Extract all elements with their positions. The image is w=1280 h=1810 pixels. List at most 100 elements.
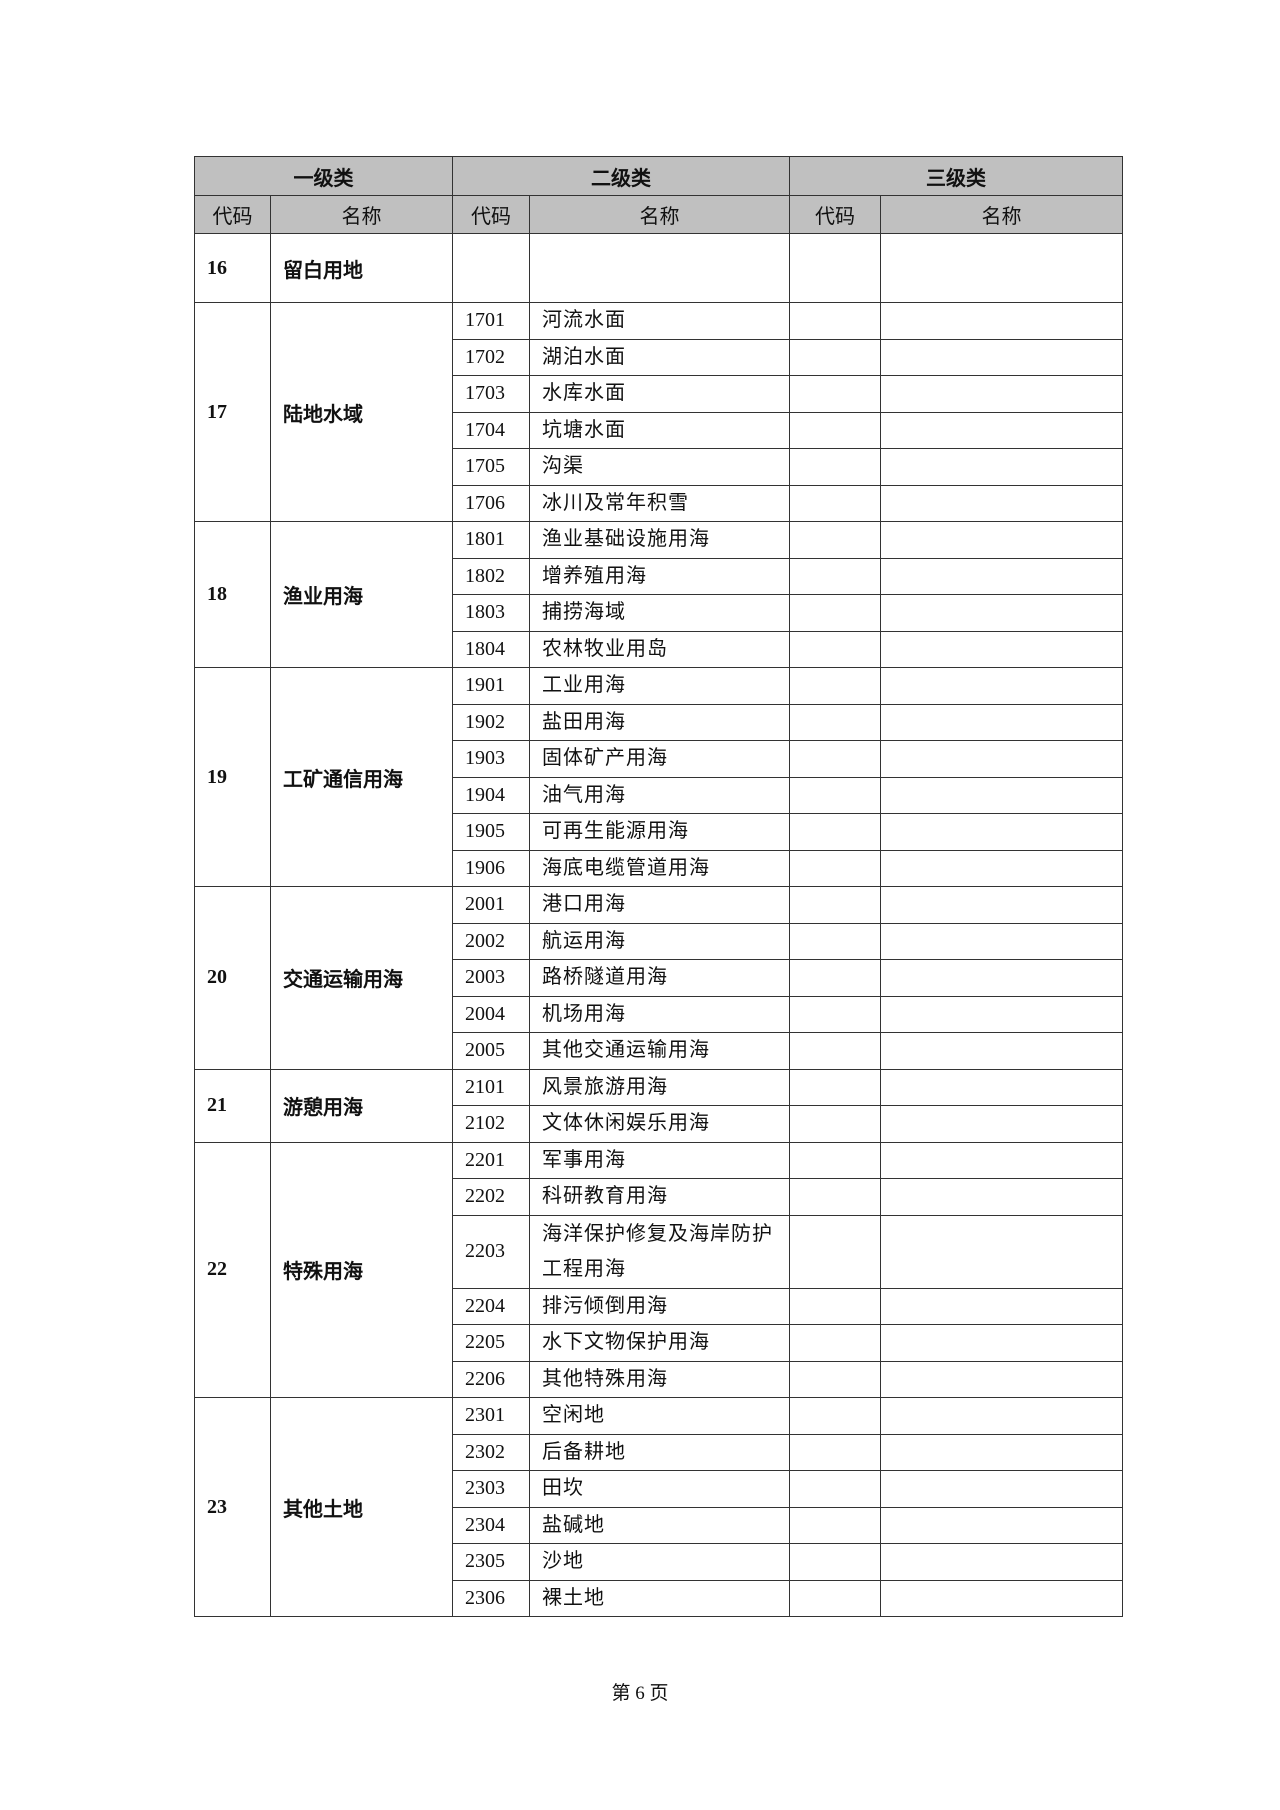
level2-name: 油气用海 bbox=[529, 776, 790, 814]
table-row: 1705 沟渠 bbox=[195, 448, 1123, 486]
level2-name: 渔业基础设施用海 bbox=[529, 521, 790, 559]
level3-code bbox=[789, 233, 881, 303]
level3-name bbox=[880, 703, 1123, 741]
level3-code bbox=[789, 521, 881, 559]
level3-name bbox=[880, 1360, 1123, 1398]
level2-name: 航运用海 bbox=[529, 922, 790, 960]
table-row: 2304 盐碱地 bbox=[195, 1506, 1123, 1544]
level2-code: 1802 bbox=[452, 557, 530, 595]
level2-name: 坑塘水面 bbox=[529, 411, 790, 449]
level3-code bbox=[789, 338, 881, 376]
level2-name: 田坎 bbox=[529, 1470, 790, 1508]
level2-name: 后备耕地 bbox=[529, 1433, 790, 1471]
level2-name: 可再生能源用海 bbox=[529, 813, 790, 851]
level2-code: 2204 bbox=[452, 1287, 530, 1325]
level2-code: 1705 bbox=[452, 448, 530, 486]
level2-name: 水库水面 bbox=[529, 375, 790, 413]
header-code: 代码 bbox=[194, 195, 271, 234]
level1-code: 20 bbox=[194, 886, 271, 1070]
level1-name: 陆地水域 bbox=[270, 302, 453, 522]
level2-name: 沟渠 bbox=[529, 448, 790, 486]
level3-code bbox=[789, 1324, 881, 1362]
level2-name: 其他交通运输用海 bbox=[529, 1032, 790, 1070]
level3-code bbox=[789, 411, 881, 449]
level1-name: 交通运输用海 bbox=[270, 886, 453, 1070]
level2-code: 2203 bbox=[452, 1214, 530, 1289]
level3-name bbox=[880, 1032, 1123, 1070]
level2-code: 1702 bbox=[452, 338, 530, 376]
level2-code bbox=[452, 233, 530, 303]
level2-name: 海底电缆管道用海 bbox=[529, 849, 790, 887]
level3-code bbox=[789, 1068, 881, 1106]
level3-name bbox=[880, 1214, 1123, 1289]
level3-name bbox=[880, 411, 1123, 449]
level3-name bbox=[880, 630, 1123, 668]
level3-name bbox=[880, 667, 1123, 705]
level3-code bbox=[789, 776, 881, 814]
level1-code: 22 bbox=[194, 1141, 271, 1398]
level1-code: 16 bbox=[194, 233, 271, 303]
level1-code: 23 bbox=[194, 1397, 271, 1617]
level2-code: 2002 bbox=[452, 922, 530, 960]
level2-name: 其他特殊用海 bbox=[529, 1360, 790, 1398]
level3-name bbox=[880, 1287, 1123, 1325]
level2-name: 盐田用海 bbox=[529, 703, 790, 741]
level2-code: 1704 bbox=[452, 411, 530, 449]
level3-code bbox=[789, 886, 881, 924]
level3-code bbox=[789, 995, 881, 1033]
level1-name: 其他土地 bbox=[270, 1397, 453, 1617]
level3-code bbox=[789, 1105, 881, 1143]
level3-code bbox=[789, 1287, 881, 1325]
level2-code: 2303 bbox=[452, 1470, 530, 1508]
level3-name bbox=[880, 448, 1123, 486]
table-row: 16 留白用地 bbox=[194, 233, 1123, 303]
level3-name bbox=[880, 557, 1123, 595]
header-name: 名称 bbox=[880, 195, 1123, 234]
level3-code bbox=[789, 484, 881, 522]
level3-name bbox=[880, 813, 1123, 851]
level3-code bbox=[789, 1543, 881, 1581]
level2-code: 1804 bbox=[452, 630, 530, 668]
table-row: 1906 海底电缆管道用海 bbox=[195, 849, 1123, 887]
table-row: 18 渔业用海 1801 渔业基础设施用海 bbox=[194, 521, 1123, 668]
level2-name: 港口用海 bbox=[529, 886, 790, 924]
level2-name: 空闲地 bbox=[529, 1397, 790, 1435]
level3-name bbox=[880, 1324, 1123, 1362]
level3-name bbox=[880, 995, 1123, 1033]
header-level3: 三级类 bbox=[789, 156, 1123, 196]
level3-name bbox=[880, 1397, 1123, 1435]
level2-code: 1706 bbox=[452, 484, 530, 522]
level3-code bbox=[789, 1397, 881, 1435]
level3-name bbox=[880, 1433, 1123, 1471]
level3-name bbox=[880, 1105, 1123, 1143]
level2-code: 2202 bbox=[452, 1178, 530, 1216]
header-level2: 二级类 bbox=[452, 156, 790, 196]
level3-code bbox=[789, 703, 881, 741]
level3-code bbox=[789, 1579, 881, 1617]
level2-code: 2101 bbox=[452, 1068, 530, 1106]
table-row: 1902 盐田用海 bbox=[195, 703, 1123, 741]
level2-name: 冰川及常年积雪 bbox=[529, 484, 790, 522]
level2-name: 军事用海 bbox=[529, 1141, 790, 1179]
level3-name bbox=[880, 1141, 1123, 1179]
table-row: 1702 湖泊水面 bbox=[195, 338, 1123, 376]
level1-code: 21 bbox=[194, 1068, 271, 1143]
level3-name bbox=[880, 484, 1123, 522]
header-name: 名称 bbox=[529, 195, 790, 234]
level2-name: 湖泊水面 bbox=[529, 338, 790, 376]
level3-code bbox=[789, 1178, 881, 1216]
level2-code: 2302 bbox=[452, 1433, 530, 1471]
level3-name bbox=[880, 1068, 1123, 1106]
level3-name bbox=[880, 959, 1123, 997]
level3-name bbox=[880, 338, 1123, 376]
level2-name: 捕捞海域 bbox=[529, 594, 790, 632]
level2-code: 1904 bbox=[452, 776, 530, 814]
level3-code bbox=[789, 1470, 881, 1508]
level2-name: 文体休闲娱乐用海 bbox=[529, 1105, 790, 1143]
level3-code bbox=[789, 922, 881, 960]
level2-code: 2001 bbox=[452, 886, 530, 924]
header-code: 代码 bbox=[452, 195, 530, 234]
level1-code: 17 bbox=[194, 302, 271, 522]
level3-code bbox=[789, 1032, 881, 1070]
level3-code bbox=[789, 667, 881, 705]
